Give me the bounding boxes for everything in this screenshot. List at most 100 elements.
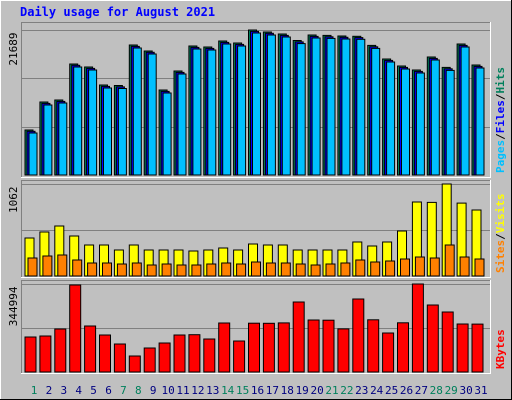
legend-entry: Sites — [494, 240, 507, 273]
x-tick-label: 24 — [370, 384, 384, 397]
bar — [54, 328, 67, 373]
bar — [340, 262, 351, 277]
legend-entry: Hits — [494, 67, 507, 94]
bar — [397, 322, 409, 373]
bar — [43, 104, 53, 176]
bar — [341, 38, 351, 176]
x-tick-label: 7 — [120, 384, 127, 397]
bar — [444, 244, 455, 277]
x-tick-label: 16 — [251, 384, 264, 397]
bar — [192, 48, 202, 176]
bar — [102, 262, 112, 277]
bar — [143, 347, 156, 373]
bar — [237, 45, 247, 176]
bar — [248, 322, 260, 373]
bar — [218, 322, 231, 373]
bar — [355, 259, 366, 277]
x-tick-label: 5 — [90, 384, 97, 397]
bar — [162, 92, 172, 176]
bar — [57, 254, 68, 277]
bar — [385, 260, 396, 277]
legend-separator: / — [494, 233, 507, 240]
bar — [307, 319, 320, 373]
bar — [222, 43, 232, 176]
bar — [401, 68, 410, 176]
bar — [367, 319, 380, 373]
x-tick-label: 26 — [400, 384, 413, 397]
bar — [173, 334, 186, 373]
bar — [252, 32, 261, 176]
bar — [262, 322, 275, 373]
bar — [42, 255, 53, 277]
x-tick-label: 21 — [325, 384, 338, 397]
bar — [73, 66, 83, 176]
bar — [116, 263, 127, 277]
legend: Pages/Files/Hits — [494, 67, 507, 173]
bar — [132, 47, 142, 176]
x-tick-label: 27 — [415, 384, 428, 397]
bar — [158, 342, 171, 373]
x-tick-label: 4 — [75, 384, 82, 397]
legend-entry: Pages — [494, 140, 507, 173]
bar — [441, 311, 454, 373]
bar — [113, 343, 126, 373]
x-tick-label: 29 — [445, 384, 458, 397]
legend: KBytes — [494, 329, 507, 369]
y-tick-label: 344994 — [7, 286, 20, 326]
bar — [176, 264, 187, 277]
bar — [207, 49, 217, 176]
chart-title: Daily usage for August 2021 — [20, 5, 215, 19]
bar — [352, 298, 365, 373]
legend-entry: Files — [494, 100, 507, 133]
bar — [131, 262, 142, 277]
bar — [292, 301, 305, 373]
x-tick-label: 23 — [355, 384, 368, 397]
bar — [117, 88, 127, 176]
bar — [39, 335, 52, 373]
bar — [295, 263, 306, 277]
x-tick-label: 22 — [340, 384, 353, 397]
bar — [103, 87, 112, 176]
bar — [474, 258, 485, 277]
bar — [400, 258, 410, 277]
bar — [146, 264, 157, 277]
x-tick-label: 30 — [459, 384, 472, 397]
bar — [337, 328, 350, 373]
x-tick-label: 3 — [60, 384, 67, 397]
x-tick-label: 1 — [31, 384, 38, 397]
y-tick-label: 1062 — [7, 187, 20, 214]
x-tick-label: 11 — [176, 384, 189, 397]
bar — [459, 256, 470, 277]
bar — [429, 257, 440, 277]
bar — [69, 284, 82, 373]
bar — [382, 332, 395, 373]
bar — [88, 69, 98, 176]
bar — [326, 37, 336, 176]
bar — [24, 336, 37, 373]
bar — [266, 34, 276, 176]
bar — [221, 262, 232, 277]
bar — [177, 73, 187, 176]
legend-separator: / — [494, 133, 507, 140]
bar — [414, 256, 425, 277]
bar — [203, 338, 216, 373]
x-tick-label: 18 — [281, 384, 294, 397]
bar — [371, 47, 381, 176]
legend-entry: KBytes — [494, 329, 507, 369]
x-tick-label: 9 — [150, 384, 157, 397]
bar — [415, 72, 425, 176]
bar — [251, 261, 261, 277]
bar — [445, 69, 455, 176]
bar — [475, 67, 485, 176]
bar — [325, 263, 336, 277]
bar — [72, 259, 83, 277]
bar — [191, 264, 202, 277]
x-tick-label: 17 — [266, 384, 279, 397]
bar — [161, 263, 172, 277]
bar — [370, 261, 381, 277]
bar — [411, 283, 424, 373]
bar — [128, 355, 141, 373]
x-tick-label: 6 — [105, 384, 112, 397]
x-tick-label: 8 — [135, 384, 142, 397]
